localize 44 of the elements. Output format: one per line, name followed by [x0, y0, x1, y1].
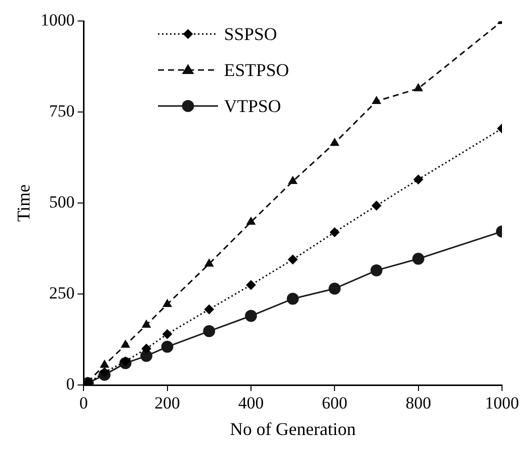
point — [204, 304, 214, 314]
point — [162, 298, 172, 307]
point — [371, 200, 382, 211]
point — [100, 367, 110, 378]
y-tick-label: 250 — [49, 284, 75, 303]
point — [246, 216, 256, 225]
point — [142, 319, 152, 328]
legend-label: VTPSO — [224, 96, 282, 116]
y-tick-label: 750 — [49, 102, 75, 121]
point — [330, 227, 340, 238]
y-axis-title: Time — [14, 184, 34, 222]
point — [288, 176, 298, 184]
point — [161, 340, 174, 353]
legend-label: SSPSO — [224, 24, 278, 44]
point — [140, 350, 152, 362]
point — [413, 174, 424, 184]
point — [286, 292, 299, 305]
x-tick-label: 1000 — [485, 394, 519, 413]
y-tick-label: 1000 — [40, 10, 75, 30]
point — [328, 282, 341, 295]
point — [414, 83, 424, 92]
point — [372, 96, 382, 104]
point — [120, 339, 130, 348]
point — [412, 252, 424, 265]
point — [204, 258, 214, 267]
point — [100, 359, 110, 368]
point — [370, 264, 382, 276]
point — [141, 344, 152, 354]
legend-label: ESTPSO — [224, 60, 290, 80]
y-tick-label: 0 — [66, 374, 75, 394]
point — [162, 329, 172, 340]
x-tick-label: 800 — [406, 394, 432, 413]
point — [288, 254, 298, 264]
x-tick-label: 200 — [154, 394, 180, 413]
x-tick-label: 600 — [322, 394, 348, 413]
point — [244, 310, 257, 322]
point — [246, 280, 256, 290]
point — [120, 356, 130, 366]
x-tick-label: 0 — [79, 394, 88, 413]
y-tick-label: 500 — [49, 192, 75, 212]
x-tick-label: 400 — [238, 394, 264, 413]
point — [330, 138, 340, 146]
point — [203, 325, 216, 338]
x-axis-title: No of Generation — [230, 418, 356, 439]
